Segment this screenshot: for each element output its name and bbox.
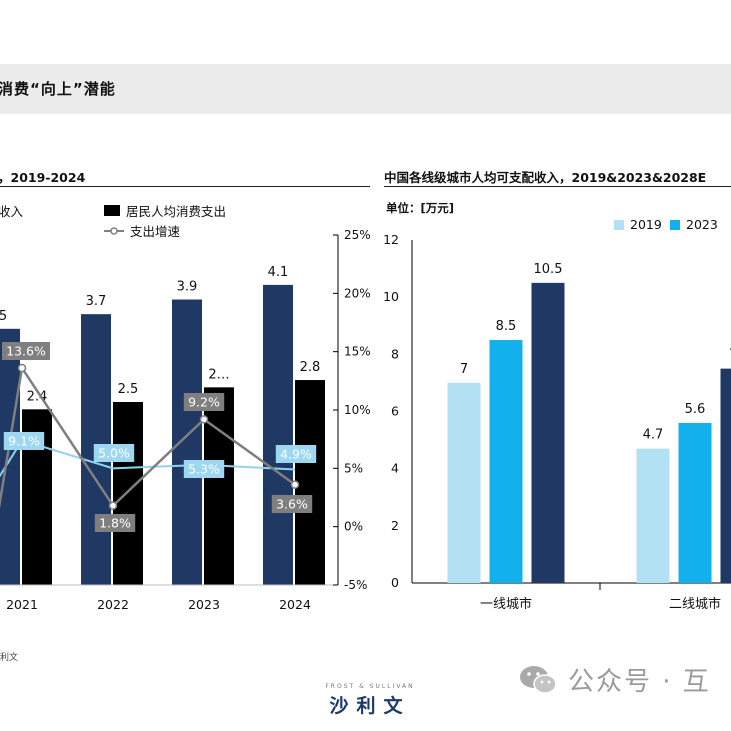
right-unit-label: 单位：[万元]	[386, 201, 455, 215]
growth-point	[199, 415, 209, 424]
light-series-label: 5.3%	[188, 462, 220, 477]
legend-2023-swatch	[670, 219, 680, 230]
light-series-label: 4.9%	[280, 447, 312, 462]
spend-bar	[113, 402, 143, 585]
right-y-tick-label: 2	[391, 518, 399, 533]
right-y-tick-label: 4	[391, 461, 399, 476]
spend-bar	[204, 387, 234, 585]
light-series-label-box	[93, 444, 135, 462]
income-bar-label: .5	[0, 309, 7, 324]
spend-bar-label: 2.8	[300, 360, 321, 375]
city-income-bar-label: 4.7	[643, 428, 664, 443]
city-income-bar-label: 5.6	[685, 402, 706, 417]
spend-bar-label: 2.5	[118, 382, 139, 397]
left-y2-tick-label: 25%	[344, 228, 371, 242]
growth-label-box	[2, 342, 50, 360]
legend-2019: 2019	[614, 217, 662, 232]
right-x-tick-label: 二线城市	[669, 596, 721, 612]
city-income-bar-2019	[636, 448, 670, 583]
right-y-tick-label: 8	[391, 346, 399, 361]
left-title-rule	[0, 186, 370, 187]
light-series-label-box	[275, 445, 317, 463]
light-series-label: 5.0%	[98, 446, 130, 461]
city-income-bar-2023	[678, 422, 712, 583]
income-bar-label: 3.7	[86, 294, 107, 309]
growth-point	[17, 363, 27, 373]
growth-label: 1.8%	[99, 516, 131, 531]
source-note: 利文	[0, 653, 19, 663]
right-y-tick-label: 12	[383, 232, 399, 247]
city-income-bar-2019	[447, 382, 481, 583]
city-income-bar-label: 7	[460, 362, 468, 377]
income-bar	[172, 299, 202, 585]
legend-growth-label: 支出增速	[130, 224, 181, 239]
growth-label: 9.2%	[188, 395, 220, 410]
light-series-label-box	[183, 460, 225, 478]
right-y-tick-label: 6	[391, 404, 399, 419]
right-x-tick-label: 一线城市	[480, 596, 532, 612]
wechat-icon	[520, 665, 557, 694]
spend-bar-label: 2…	[208, 367, 229, 382]
right-y-tick-label: 10	[383, 289, 399, 304]
light-series-label: 9.1%	[8, 434, 40, 449]
city-income-bar-2028E	[531, 282, 565, 583]
legend-2023-label: 2023	[686, 217, 718, 232]
income-bar-label: 4.1	[268, 265, 289, 280]
frost-sullivan-logo: FROST & SULLIVAN 沙利文	[300, 683, 440, 718]
left-x-tick-label: 2024	[279, 597, 311, 612]
city-income-bar-2028E	[720, 368, 731, 583]
section-banner	[0, 64, 731, 114]
logo-main-text: 沙利文	[329, 695, 411, 717]
city-income-bar-label: 10.5	[534, 262, 563, 277]
legend-2019-swatch	[614, 219, 624, 230]
logo-small-text: FROST & SULLIVAN	[325, 683, 415, 690]
growth-label: 13.6%	[6, 344, 46, 359]
legend-spend-label: 居民人均消费支出	[126, 204, 227, 219]
legend-spend: 居民人均消费支出	[104, 201, 226, 220]
left-chart-title: ，2019-2024	[0, 170, 86, 185]
left-y2-tick-label: 10%	[344, 403, 371, 417]
left-y2-tick-label: 15%	[344, 345, 371, 359]
growth-point	[290, 480, 300, 489]
light-series-line	[0, 439, 296, 478]
city-income-bar-2023	[489, 340, 523, 583]
legend-2019-label: 2019	[630, 217, 662, 232]
spend-bar	[295, 380, 325, 585]
growth-label-box	[94, 514, 136, 532]
city-income-bar-label: 8.5	[496, 319, 517, 334]
left-x-tick-label: 2022	[97, 597, 129, 612]
right-chart-title: 中国各线级城市人均可支配收入，2019&2023&2028E	[384, 170, 707, 185]
banner-title: 消费“向上”潜能	[0, 80, 116, 98]
growth-label: 3.6%	[276, 497, 308, 512]
growth-label-box	[271, 495, 313, 513]
legend-income-label: 收入	[0, 204, 24, 219]
legend-growth-swatch	[104, 226, 124, 235]
growth-point	[108, 501, 118, 510]
legend-growth: 支出增速	[104, 221, 180, 240]
left-y2-tick-label: -5%	[344, 578, 367, 592]
right-y-tick-label: 0	[391, 575, 399, 590]
legend-income: 收入	[0, 201, 23, 220]
light-series-label-box	[3, 432, 45, 450]
growth-label-box	[183, 393, 225, 411]
income-bar	[0, 328, 20, 585]
income-bar	[263, 284, 293, 585]
right-title-rule	[384, 186, 731, 187]
city-income-bar-label: 7	[729, 348, 731, 363]
left-y2-tick-label: 5%	[344, 461, 363, 475]
watermark-text: 公众号 · 互	[568, 667, 711, 697]
legend-2023: 2023	[670, 217, 718, 232]
left-y2-tick-label: 20%	[344, 286, 371, 300]
left-y2-tick-label: 0%	[344, 520, 363, 534]
left-x-tick-label: 2021	[6, 597, 38, 612]
income-bar-label: 3.9	[177, 280, 198, 295]
left-x-tick-label: 2023	[188, 597, 220, 612]
wechat-watermark: 公众号 · 互	[518, 661, 711, 698]
legend-spend-swatch	[104, 205, 120, 216]
